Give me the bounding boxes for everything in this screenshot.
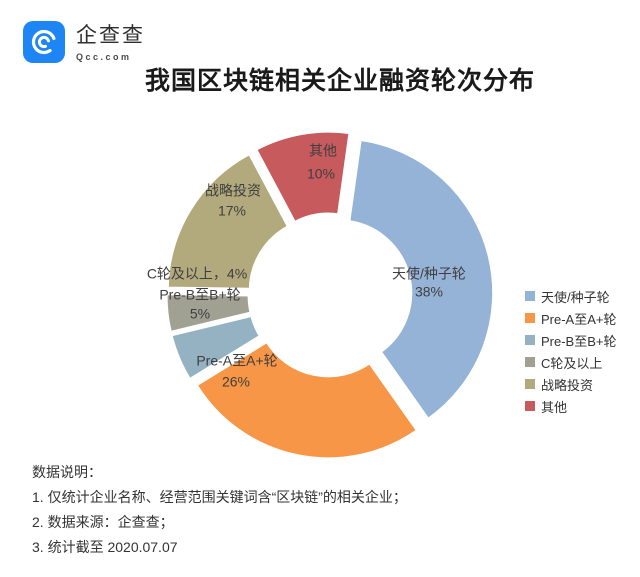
legend-item-5: 战略投资 (525, 373, 617, 395)
legend-swatch (525, 313, 535, 323)
slice-label-3-1: Pre-B至B+轮 (159, 287, 240, 303)
note-line-1: 1. 仅统计企业名称、经营范围关键词含“区块链”的相关企业； (32, 489, 407, 505)
chart-title: 我国区块链相关企业融资轮次分布 (144, 67, 535, 95)
brand-text: 企查查 Qcc.com (76, 21, 145, 62)
slice-label-3-2: 5% (190, 306, 210, 322)
legend-swatch (525, 357, 535, 367)
qcc-logo-icon (23, 21, 65, 63)
legend-item-4: C轮及以上 (525, 351, 617, 373)
legend-label: Pre-B至B+轮 (541, 333, 617, 349)
legend-item-2: Pre-A至A+轮 (525, 307, 617, 329)
legend-item-1: 天使/种子轮 (525, 285, 617, 307)
notes-heading: 数据说明： (32, 464, 102, 480)
donut-slice-5 (165, 152, 290, 291)
legend-label: C轮及以上 (541, 355, 603, 371)
slice-label-4-1: C轮及以上，4% (147, 266, 247, 282)
brand-name: 企查查 (76, 24, 145, 47)
brand-domain: Qcc.com (76, 52, 132, 62)
note-line-2: 2. 数据来源：企查查； (32, 514, 174, 530)
legend-label: 天使/种子轮 (541, 289, 610, 305)
legend-item-3: Pre-B至B+轮 (525, 329, 617, 351)
slice-label-6-1: 其他 (309, 143, 337, 159)
legend-item-6: 其他 (525, 395, 617, 417)
slice-label-5-2: 17% (218, 203, 246, 219)
legend-swatch (525, 401, 535, 411)
legend-swatch (525, 379, 535, 389)
slice-label-2-2: 26% (222, 374, 250, 390)
chart-legend: 天使/种子轮 Pre-A至A+轮 Pre-B至B+轮 C轮及以上战略投资其他 (525, 285, 617, 417)
slice-label-1-2: 38% (415, 284, 443, 300)
legend-swatch (525, 291, 535, 301)
legend-label: 其他 (541, 399, 568, 415)
notes-list: 1. 仅统计企业名称、经营范围关键词含“区块链”的相关企业； 2. 数据来源：企查… (32, 485, 407, 560)
slice-label-2-1: Pre-A至A+轮 (196, 353, 277, 369)
slice-label-6-2: 10% (307, 166, 335, 182)
legend-label: 战略投资 (541, 377, 594, 393)
legend-swatch (525, 335, 535, 345)
at-mark-icon (31, 29, 57, 55)
donut-slice-2 (194, 340, 419, 461)
slice-label-1-1: 天使/种子轮 (392, 266, 466, 282)
donut-slice-3 (169, 313, 262, 382)
legend-label: Pre-A至A+轮 (541, 311, 617, 327)
donut-slice-6 (254, 129, 352, 225)
donut-slice-1 (347, 137, 496, 421)
slice-label-5-1: 战略投资 (205, 183, 261, 199)
qcc-logo[interactable]: 企查查 Qcc.com (23, 21, 145, 63)
data-notes: 数据说明： 1. 仅统计企业名称、经营范围关键词含“区块链”的相关企业； 2. 数… (32, 460, 407, 560)
note-line-3: 3. 统计截至 2020.07.07 (32, 539, 178, 555)
donut-slice-4 (164, 292, 253, 334)
